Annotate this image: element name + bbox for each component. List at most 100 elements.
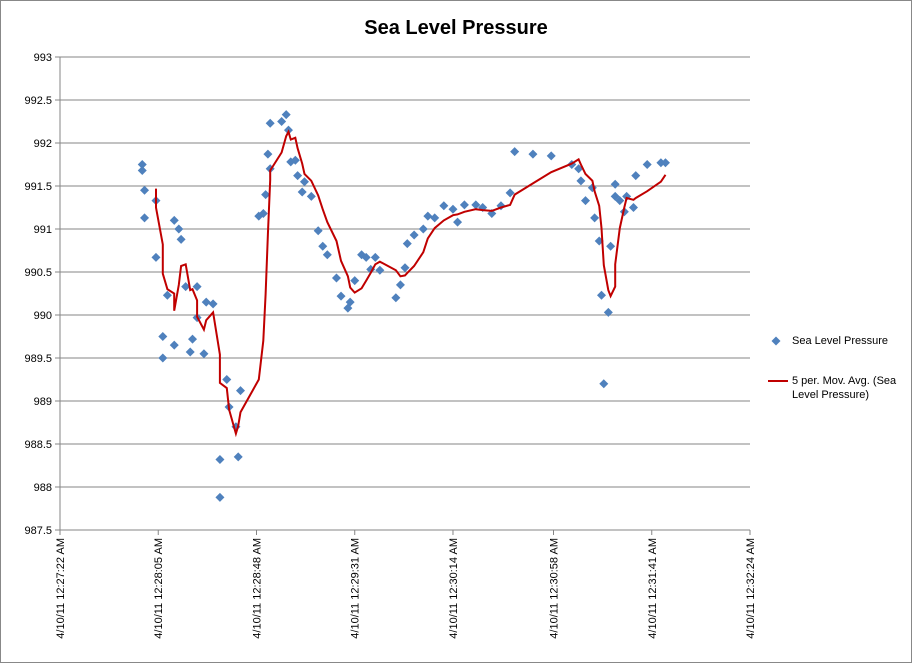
- point: [318, 241, 328, 251]
- point: [158, 332, 168, 341]
- point: [277, 117, 287, 126]
- point: [137, 160, 147, 169]
- point: [293, 171, 303, 181]
- x-tick-label: 4/10/11 12:32:24 AM: [745, 538, 757, 639]
- point: [606, 241, 616, 251]
- y-tick-label: 989: [34, 396, 52, 408]
- point: [140, 213, 150, 223]
- point: [580, 196, 590, 206]
- point: [185, 347, 195, 357]
- point: [322, 250, 332, 260]
- point: [235, 386, 245, 396]
- point: [174, 224, 184, 234]
- point: [261, 190, 271, 200]
- point: [596, 290, 606, 300]
- legend-key: [771, 336, 781, 346]
- point: [313, 226, 323, 236]
- point: [299, 177, 309, 187]
- point: [395, 280, 405, 290]
- point: [306, 191, 316, 201]
- point: [546, 151, 556, 161]
- point: [409, 230, 419, 240]
- point: [215, 454, 225, 464]
- point: [201, 297, 211, 307]
- x-tick-label: 4/10/11 12:27:22 AM: [55, 538, 67, 639]
- point: [505, 188, 515, 198]
- point: [660, 158, 670, 168]
- legend-key: [768, 380, 788, 382]
- point: [603, 307, 613, 317]
- point: [222, 375, 232, 384]
- point: [258, 209, 268, 219]
- point: [448, 204, 458, 214]
- point: [336, 291, 346, 301]
- point: [430, 213, 440, 223]
- y-tick-label: 988.5: [24, 439, 52, 451]
- point: [350, 276, 360, 286]
- legend-item: Sea Level Pressure: [768, 334, 908, 348]
- moving-average-line: [155, 129, 667, 438]
- x-tick-label: 4/10/11 12:28:48 AM: [251, 538, 263, 639]
- point: [610, 179, 620, 189]
- chart-title: Sea Level Pressure: [364, 17, 547, 39]
- legend-marker: [771, 336, 781, 346]
- point: [151, 252, 161, 262]
- point: [263, 149, 273, 159]
- point: [169, 215, 179, 225]
- point: [188, 334, 198, 344]
- point: [576, 176, 586, 186]
- point: [370, 252, 380, 262]
- point: [418, 224, 428, 234]
- y-tick-label: 990.5: [24, 267, 52, 279]
- point: [375, 265, 385, 275]
- point: [628, 203, 638, 212]
- point: [176, 234, 186, 244]
- x-tick-label: 4/10/11 12:28:05 AM: [153, 538, 165, 639]
- point: [140, 185, 150, 195]
- legend-label: 5 per. Mov. Avg. (Sea Level Pressure): [792, 375, 897, 401]
- y-tick-label: 988: [34, 482, 52, 494]
- point: [297, 187, 307, 197]
- legend-label: Sea Level Pressure: [792, 335, 888, 347]
- x-tick-label: 4/10/11 12:31:41 AM: [647, 538, 659, 639]
- y-tick-label: 990: [34, 310, 52, 322]
- point: [423, 211, 433, 221]
- point: [656, 158, 666, 168]
- point: [162, 290, 172, 300]
- point: [361, 252, 371, 262]
- point: [233, 452, 243, 462]
- point: [400, 263, 410, 273]
- y-tick-label: 989.5: [24, 353, 52, 365]
- point: [265, 118, 275, 128]
- point: [281, 110, 291, 120]
- point: [453, 217, 463, 227]
- point: [199, 349, 209, 359]
- point: [590, 213, 600, 223]
- point: [528, 149, 538, 159]
- point: [471, 200, 481, 210]
- x-tick-label: 4/10/11 12:30:14 AM: [448, 538, 460, 639]
- point: [215, 492, 225, 502]
- point: [510, 147, 520, 157]
- x-tick-label: 4/10/11 12:29:31 AM: [350, 538, 362, 639]
- point: [345, 297, 355, 307]
- point: [192, 282, 202, 292]
- point: [642, 160, 652, 169]
- point: [331, 273, 341, 283]
- y-tick-label: 991: [34, 224, 52, 236]
- point: [181, 282, 191, 292]
- point: [137, 166, 147, 176]
- point: [459, 200, 469, 210]
- y-tick-label: 991.5: [24, 181, 52, 193]
- point: [615, 196, 625, 206]
- point: [631, 171, 641, 181]
- y-tick-label: 993: [34, 52, 52, 64]
- point: [391, 293, 401, 303]
- point: [439, 201, 449, 211]
- x-tick-label: 4/10/11 12:30:58 AM: [549, 538, 561, 639]
- legend: Sea Level Pressure 5 per. Mov. Avg. (Sea …: [768, 334, 908, 428]
- point: [599, 379, 609, 389]
